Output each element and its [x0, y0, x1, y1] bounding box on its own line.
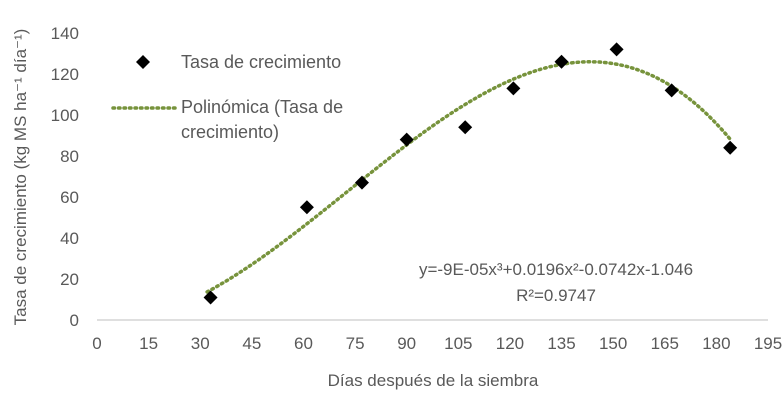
legend-label-trendline-line2: crecimiento) [181, 122, 279, 142]
x-tick-label: 150 [599, 334, 627, 353]
x-axis-title: Días después de la siembra [328, 371, 539, 390]
data-point [609, 42, 624, 57]
y-tick-label: 120 [51, 65, 79, 84]
legend-label-series: Tasa de crecimiento [181, 52, 341, 72]
x-tick-label: 165 [651, 334, 679, 353]
x-tick-label: 135 [547, 334, 575, 353]
x-tick-label: 15 [139, 334, 158, 353]
x-tick-label: 195 [754, 334, 782, 353]
data-point [354, 175, 369, 190]
data-point [203, 290, 218, 305]
y-axis-ticks: 0 20 40 60 80 100 120 140 [51, 24, 79, 330]
y-tick-label: 140 [51, 24, 79, 43]
y-tick-label: 40 [60, 229, 79, 248]
data-point [506, 81, 521, 96]
data-point [554, 54, 569, 69]
y-tick-label: 80 [60, 147, 79, 166]
y-axis-title-group: Tasa de crecimiento (kg MS ha⁻¹ día⁻¹) [11, 29, 30, 326]
data-points [203, 42, 738, 305]
data-point [723, 140, 738, 155]
data-point [299, 200, 314, 215]
y-axis-title: Tasa de crecimiento (kg MS ha⁻¹ día⁻¹) [11, 29, 30, 326]
data-point [664, 83, 679, 98]
trendline-equation: y=-9E-05x³+0.0196x²-0.0742x-1.046 [419, 260, 693, 279]
x-tick-label: 120 [496, 334, 524, 353]
x-tick-label: 30 [191, 334, 210, 353]
x-tick-label: 60 [294, 334, 313, 353]
x-tick-label: 90 [397, 334, 416, 353]
x-tick-label: 45 [242, 334, 261, 353]
trendline-curve [205, 60, 732, 294]
x-tick-label: 75 [346, 334, 365, 353]
y-tick-label: 0 [70, 311, 79, 330]
y-tick-label: 60 [60, 188, 79, 207]
trendline-r-squared: R²=0.9747 [516, 286, 596, 305]
data-point [399, 132, 414, 147]
y-tick-label: 20 [60, 270, 79, 289]
x-tick-label: 105 [444, 334, 472, 353]
x-tick-label: 180 [702, 334, 730, 353]
data-point [458, 120, 473, 135]
x-tick-label: 0 [92, 334, 101, 353]
legend-label-trendline-line1: Polinómica (Tasa de [181, 97, 343, 117]
y-tick-label: 100 [51, 106, 79, 125]
legend: Tasa de crecimiento Polinómica (Tasa de … [111, 52, 343, 142]
legend-marker-diamond [136, 55, 150, 69]
x-axis-ticks: 0 15 30 45 60 75 90 105 120 135 150 165 180 195 [92, 334, 782, 353]
